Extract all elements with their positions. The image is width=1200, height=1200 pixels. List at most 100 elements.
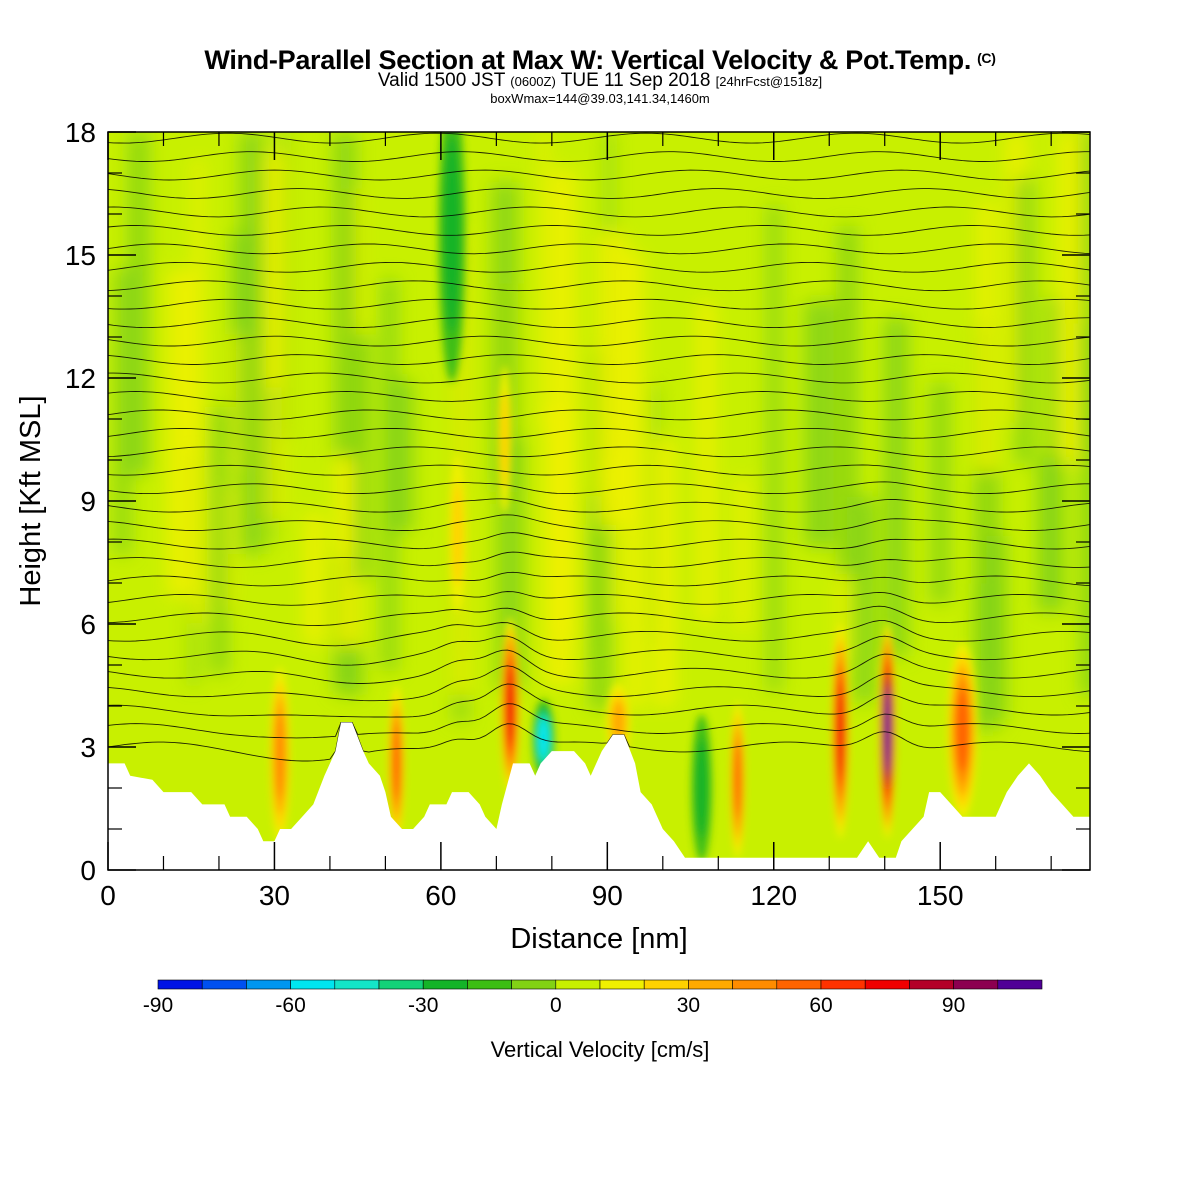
- field-streak: [597, 232, 628, 525]
- y-tick-label: 6: [80, 609, 96, 640]
- field-streak: [613, 428, 621, 620]
- plot-area: [108, 132, 1090, 870]
- field-streaks: [114, 132, 1090, 731]
- field-streak: [837, 225, 858, 575]
- x-tick-label: 90: [592, 880, 623, 911]
- isentrope-line: [108, 280, 1090, 292]
- updraft-core: [611, 700, 626, 745]
- field-streak: [593, 352, 601, 656]
- updraft-core: [884, 687, 891, 774]
- potential-temperature-contours: [108, 132, 1090, 762]
- colorbar-tick-label: 0: [550, 994, 562, 1017]
- isentrope-line: [108, 335, 1090, 347]
- isentrope-line: [108, 464, 1090, 476]
- isentrope-line: [108, 703, 1090, 739]
- colorbar-bin: [909, 979, 954, 990]
- colorbar-bin: [643, 979, 689, 990]
- field-streak: [1080, 323, 1090, 697]
- isentrope-line: [108, 721, 1090, 762]
- isentrope-line: [108, 188, 1090, 199]
- valid-time-line: Valid 1500 JST (0600Z) TUE 11 Sep 2018 […: [0, 70, 1200, 91]
- isentrope-line: [108, 649, 1090, 684]
- isentrope-line: [108, 409, 1090, 421]
- field-streak: [697, 301, 716, 624]
- field-streak: [193, 159, 204, 624]
- field-streak: [333, 132, 357, 457]
- isentrope-line: [108, 298, 1090, 310]
- isentrope-line: [108, 665, 1090, 702]
- isentrope-line: [108, 514, 1090, 531]
- colorbar-bin: [864, 979, 910, 990]
- updraft-core: [274, 710, 285, 800]
- isentrope-line: [108, 225, 1090, 236]
- y-tick-label: 3: [80, 732, 96, 763]
- colorbar-bin: [953, 979, 999, 990]
- field-streak: [853, 496, 877, 703]
- colorbar-bin: [732, 979, 778, 990]
- field-streak: [354, 334, 371, 580]
- isentrope-line: [108, 635, 1090, 666]
- updraft-core: [955, 689, 970, 772]
- field-streak: [304, 512, 325, 644]
- x-tick-label: 60: [425, 880, 456, 911]
- isentrope-line: [108, 481, 1090, 495]
- field-streak: [210, 406, 228, 674]
- colorbar-tick-label: -90: [143, 994, 173, 1017]
- isentrope-line: [108, 605, 1090, 627]
- isentrope-line: [108, 151, 1090, 162]
- colorbar-bin: [820, 979, 866, 990]
- isentrope-line: [108, 317, 1090, 329]
- colorbar: -90 -60 -30 0 30 60 90: [143, 979, 1043, 1017]
- field-streak: [281, 132, 289, 439]
- y-tick-label: 12: [65, 363, 96, 394]
- x-axis-label: Distance [nm]: [510, 923, 687, 955]
- valid-prefix: Valid 1500 JST: [377, 70, 505, 91]
- colorbar-bin: [467, 979, 512, 990]
- colorbar-bin: [290, 979, 336, 990]
- field-streak: [381, 277, 397, 671]
- field-streak: [626, 252, 644, 708]
- field-streak: [551, 169, 577, 637]
- isentrope-line: [108, 498, 1090, 513]
- colorbar-tick-label: 30: [677, 994, 700, 1017]
- field-streak: [804, 301, 836, 548]
- x-axis: 0 30 60 90 120 150: [100, 132, 1052, 911]
- chart-title-block: Wind-Parallel Section at Max W: Vertical…: [0, 42, 1200, 106]
- x-tick-label: 0: [100, 880, 116, 911]
- colorbar-bin: [246, 979, 291, 990]
- y-axis-label: Height [Kft MSL]: [15, 395, 47, 606]
- field-streak: [767, 204, 782, 692]
- downdraft-core: [694, 738, 709, 838]
- colorbar-tick-label: -60: [275, 994, 305, 1017]
- updraft-core: [452, 481, 463, 587]
- updraft-core: [500, 390, 510, 489]
- colorbar-bin: [688, 979, 733, 990]
- isentrope-line: [108, 620, 1090, 647]
- field-streak: [986, 535, 1007, 720]
- downdraft-core: [538, 720, 549, 758]
- isentrope-line: [108, 591, 1090, 606]
- isentrope-line: [108, 169, 1090, 181]
- field-streak: [189, 450, 198, 686]
- colorbar-label: Vertical Velocity [cm/s]: [491, 1037, 710, 1062]
- isentrope-line: [108, 132, 1090, 144]
- isentrope-line: [108, 427, 1090, 439]
- isentrope-line: [108, 372, 1090, 384]
- box-max-line: boxWmax=144@39.03,141.34,1460m: [490, 91, 710, 106]
- colorbar-bin: [511, 979, 557, 990]
- field-streak: [167, 270, 193, 598]
- y-tick-label: 9: [80, 486, 96, 517]
- x-tick-label: 150: [917, 880, 964, 911]
- updraft-core: [506, 668, 515, 744]
- isentrope-line: [108, 683, 1090, 718]
- colorbar-bin: [555, 979, 601, 990]
- field-streak: [1015, 177, 1034, 464]
- valid-utc: (0600Z): [510, 74, 556, 89]
- y-tick-label: 18: [65, 117, 96, 148]
- colorbar-bin: [599, 979, 645, 990]
- copyright-mark: (C): [977, 50, 996, 66]
- updraft-core: [392, 726, 401, 801]
- y-tick-label: 0: [80, 855, 96, 886]
- terrain-mask: [108, 722, 1090, 870]
